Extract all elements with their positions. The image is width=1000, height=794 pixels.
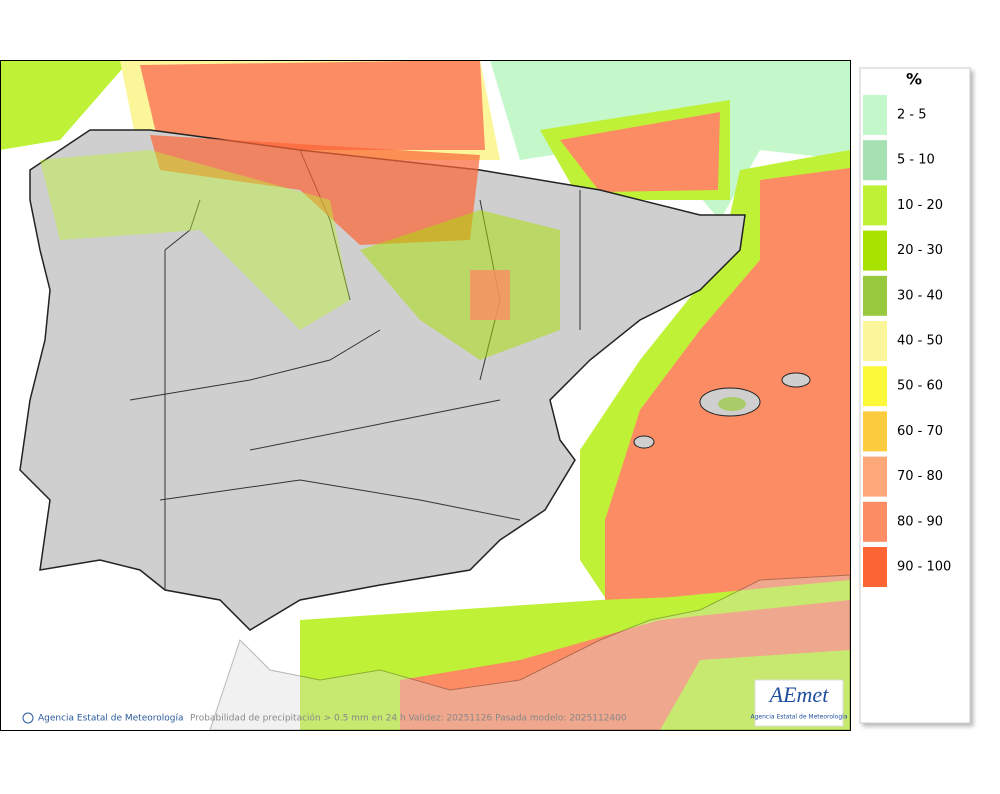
legend-swatch: [863, 230, 887, 271]
north-spain-field: [150, 135, 480, 245]
legend-swatch: [863, 456, 887, 497]
legend-swatch: [863, 501, 887, 542]
legend-swatch: [863, 547, 887, 587]
legend-swatch: [863, 140, 887, 181]
credit: Agencia Estatal de Meteorología: [38, 714, 184, 724]
legend-label: 60 - 70: [897, 424, 943, 439]
africa: [209, 574, 850, 730]
legend-label: 70 - 80: [897, 469, 943, 484]
legend-swatch: [863, 366, 887, 407]
iberian-peninsula: [19, 129, 746, 631]
ibiza: [633, 435, 655, 449]
logo-box: [754, 679, 844, 727]
map: [0, 60, 850, 730]
legend-swatch: [863, 185, 887, 226]
legend-label: 30 - 40: [897, 288, 943, 303]
legend-label: 5 - 10: [897, 153, 935, 168]
map-frame: [0, 60, 851, 731]
legend-swatch: [863, 275, 887, 316]
logo-subtitle: Agencia Estatal de Meteorología: [751, 714, 848, 721]
mallorca-field: [718, 397, 746, 411]
legend-label: 20 - 30: [897, 243, 943, 258]
legend-label: 90 - 100: [897, 560, 951, 575]
legend-title: %: [906, 70, 922, 89]
legend-swatch: [863, 321, 887, 361]
northwest-field: [40, 150, 350, 330]
legend-label: 2 - 5: [897, 108, 927, 123]
legend-label: 80 - 90: [897, 514, 943, 529]
logo-name: AEmet: [768, 682, 830, 707]
legend: 2 - 5 5 - 10 10 - 20 20 - 30 30 - 40 40 - 50 5…: [863, 95, 951, 587]
legend-swatch: [863, 411, 887, 452]
legend-label: 10 - 20: [897, 198, 943, 213]
copyright-icon: [22, 712, 34, 724]
ebro-peak: [470, 270, 510, 320]
menorca: [781, 372, 811, 388]
legend-label: 40 - 50: [897, 334, 943, 349]
ebro-field: [360, 210, 560, 360]
legend-label: 50 - 60: [897, 379, 943, 394]
caption: Probabilidad de precipitación > 0.5 mm e…: [190, 713, 627, 724]
legend-swatch: [863, 95, 887, 135]
